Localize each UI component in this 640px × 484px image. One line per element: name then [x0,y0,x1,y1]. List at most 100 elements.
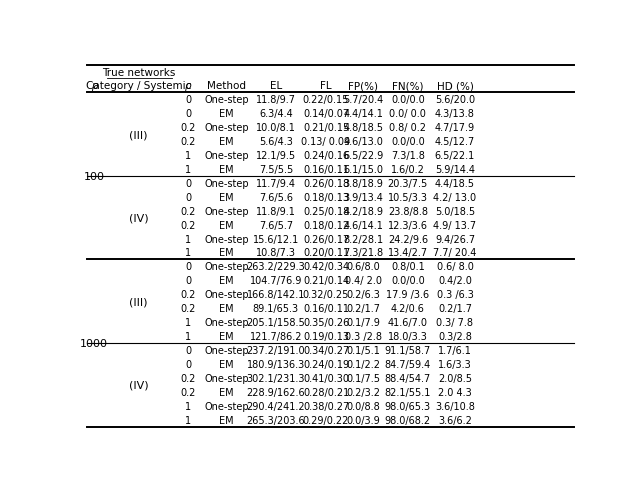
Text: 0.1/7.9: 0.1/7.9 [346,318,380,327]
Text: 6.5/22.1: 6.5/22.1 [435,151,475,161]
Text: 0.6/8.0: 0.6/8.0 [346,262,380,272]
Text: 23.8/8.8: 23.8/8.8 [388,206,428,216]
Text: 0.19/0.13: 0.19/0.13 [303,332,349,341]
Text: FP(%): FP(%) [348,81,378,91]
Text: 0: 0 [185,359,191,369]
Text: 121.7/86.2: 121.7/86.2 [250,332,302,341]
Text: 1: 1 [185,332,191,341]
Text: FL: FL [320,81,332,91]
Text: 12.1/9.5: 12.1/9.5 [256,151,296,161]
Text: 0.0/8.8: 0.0/8.8 [346,401,380,411]
Text: 4.8/18.5: 4.8/18.5 [343,123,383,133]
Text: 3.6/10.8: 3.6/10.8 [435,401,475,411]
Text: 4.4/18.5: 4.4/18.5 [435,179,475,188]
Text: 0.38/0.27: 0.38/0.27 [303,401,349,411]
Text: 4.6/14.1: 4.6/14.1 [343,220,383,230]
Text: 20.3/7.5: 20.3/7.5 [388,179,428,188]
Text: 0.35/0.26: 0.35/0.26 [303,318,349,327]
Text: 18.0/3.3: 18.0/3.3 [388,332,428,341]
Text: Method: Method [207,81,246,91]
Text: 0.26/0.17: 0.26/0.17 [303,234,349,244]
Text: 13.4/2.7: 13.4/2.7 [388,248,428,258]
Text: 7.3/1.8: 7.3/1.8 [391,151,425,161]
Text: 88.4/54.7: 88.4/54.7 [385,373,431,383]
Text: 1: 1 [185,234,191,244]
Text: 24.2/9.6: 24.2/9.6 [388,234,428,244]
Text: 180.9/136.3: 180.9/136.3 [247,359,305,369]
Text: 0.42/0.34: 0.42/0.34 [303,262,349,272]
Text: 1: 1 [185,151,191,161]
Text: 0.2: 0.2 [180,387,196,397]
Text: (IV): (IV) [129,380,148,390]
Text: 1000: 1000 [80,338,108,348]
Text: 17.9 /3.6: 17.9 /3.6 [387,289,429,300]
Text: EM: EM [219,137,234,147]
Text: 205.1/158.5: 205.1/158.5 [246,318,305,327]
Text: 4.2/18.9: 4.2/18.9 [343,206,383,216]
Text: 11.7/9.4: 11.7/9.4 [256,179,296,188]
Text: 0.21/0.14: 0.21/0.14 [303,276,349,286]
Text: One-step: One-step [204,373,248,383]
Text: True networks: True networks [102,68,175,78]
Text: 2.0/8.5: 2.0/8.5 [438,373,472,383]
Text: One-step: One-step [204,179,248,188]
Text: 265.3/203.6: 265.3/203.6 [246,415,305,424]
Text: 7.6/5.6: 7.6/5.6 [259,192,293,202]
Text: One-step: One-step [204,318,248,327]
Text: 0.1/2.2: 0.1/2.2 [346,359,380,369]
Text: 98.0/65.3: 98.0/65.3 [385,401,431,411]
Text: One-step: One-step [204,345,248,355]
Text: 4.7/17.9: 4.7/17.9 [435,123,475,133]
Text: 0: 0 [185,345,191,355]
Text: 12.3/3.6: 12.3/3.6 [388,220,428,230]
Text: 82.1/55.1: 82.1/55.1 [385,387,431,397]
Text: One-step: One-step [204,95,248,105]
Text: 0.6/ 8.0: 0.6/ 8.0 [436,262,474,272]
Text: 8.2/28.1: 8.2/28.1 [343,234,383,244]
Text: 5.7/20.4: 5.7/20.4 [343,95,383,105]
Text: 91.1/58.7: 91.1/58.7 [385,345,431,355]
Text: 0.8/ 0.2: 0.8/ 0.2 [389,123,426,133]
Text: One-step: One-step [204,289,248,300]
Text: 0.21/0.15: 0.21/0.15 [303,123,349,133]
Text: 0: 0 [185,95,191,105]
Text: 6.3/4.4: 6.3/4.4 [259,109,292,119]
Text: 5.9/14.4: 5.9/14.4 [435,165,475,175]
Text: 0.0/0.0: 0.0/0.0 [391,95,425,105]
Text: 4.5/12.7: 4.5/12.7 [435,137,475,147]
Text: 11.8/9.7: 11.8/9.7 [256,95,296,105]
Text: 1.6/0.2: 1.6/0.2 [391,165,425,175]
Text: 89.1/65.3: 89.1/65.3 [253,303,299,314]
Text: 10.5/3.3: 10.5/3.3 [388,192,428,202]
Text: (IV): (IV) [129,213,148,223]
Text: 0.32/0.25: 0.32/0.25 [303,289,349,300]
Text: (III): (III) [129,130,148,140]
Text: 4.2/ 13.0: 4.2/ 13.0 [433,192,477,202]
Text: 7.6/5.7: 7.6/5.7 [259,220,293,230]
Text: 6.1/15.0: 6.1/15.0 [343,165,383,175]
Text: 0.2/6.3: 0.2/6.3 [346,289,380,300]
Text: 98.0/68.2: 98.0/68.2 [385,415,431,424]
Text: 9.4/26.7: 9.4/26.7 [435,234,475,244]
Text: 1: 1 [185,415,191,424]
Text: 10.0/8.1: 10.0/8.1 [256,123,296,133]
Text: EM: EM [219,359,234,369]
Text: 0.3/ 7.8: 0.3/ 7.8 [436,318,474,327]
Text: EM: EM [219,220,234,230]
Text: 0.25/0.18: 0.25/0.18 [303,206,349,216]
Text: 290.4/241.2: 290.4/241.2 [246,401,305,411]
Text: One-step: One-step [204,234,248,244]
Text: 5.6/4.3: 5.6/4.3 [259,137,293,147]
Text: 0.0/ 0.0: 0.0/ 0.0 [389,109,426,119]
Text: 1: 1 [185,248,191,258]
Text: 0.2: 0.2 [180,206,196,216]
Text: 0.0/3.9: 0.0/3.9 [346,415,380,424]
Text: 11.8/9.1: 11.8/9.1 [256,206,296,216]
Text: 7.3/21.8: 7.3/21.8 [343,248,383,258]
Text: 0.2: 0.2 [180,289,196,300]
Text: 0.0/0.0: 0.0/0.0 [391,276,425,286]
Text: 237.2/191.0: 237.2/191.0 [246,345,305,355]
Text: 4.9/ 13.7: 4.9/ 13.7 [433,220,477,230]
Text: One-step: One-step [204,401,248,411]
Text: Category / Systemic: Category / Systemic [86,81,191,91]
